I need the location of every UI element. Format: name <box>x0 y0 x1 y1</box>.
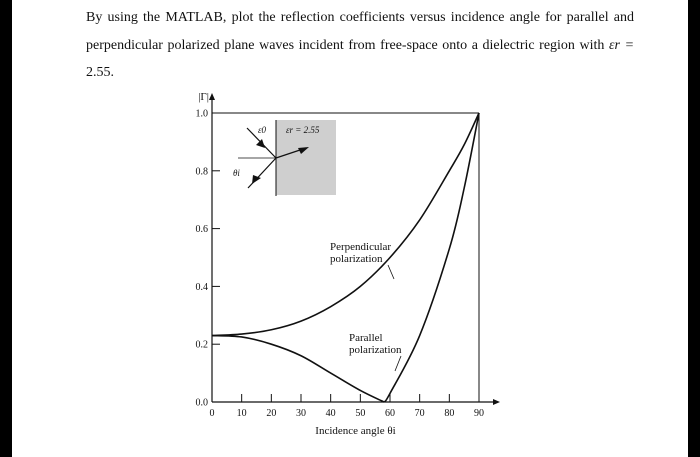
x-tick-label: 30 <box>296 408 306 419</box>
perpendicular-series-label: Perpendicular polarization <box>330 241 391 265</box>
x-tick-label: 0 <box>210 408 215 419</box>
chart-series <box>211 112 480 403</box>
x-tick-label: 20 <box>266 408 276 419</box>
y-axis-arrow <box>209 93 215 100</box>
perpendicular-pointer <box>387 264 395 280</box>
transmitted-arrow <box>298 147 309 154</box>
parallel-pointer <box>394 355 402 372</box>
question-text: By using the MATLAB, plot the reflection… <box>86 4 634 87</box>
question-body: By using the MATLAB, plot the reflection… <box>86 10 634 53</box>
incident-arrow <box>256 139 265 148</box>
left-border <box>0 0 12 457</box>
epsilon-symbol: εr = <box>609 37 635 53</box>
parallel-series-label: Parallel polarization <box>349 332 402 356</box>
y-tick-label: 0.8 <box>196 166 209 177</box>
epsr-label: εr = 2.55 <box>286 125 320 135</box>
y-tick-label: 0.2 <box>196 340 209 351</box>
epsilon-value: 2.55. <box>86 65 114 80</box>
x-tick-label: 70 <box>415 408 425 419</box>
x-tick-label: 90 <box>474 408 484 419</box>
y-tick-label: 0.6 <box>196 224 209 235</box>
y-tick-label: 0.0 <box>196 398 209 409</box>
eps0-label: ε0 <box>258 125 267 135</box>
y-tick-label: 1.0 <box>196 109 209 120</box>
dielectric-region <box>276 120 336 195</box>
theta-label: θi <box>233 168 240 178</box>
x-tick-label: 40 <box>326 408 336 419</box>
x-axis-arrow <box>493 399 500 405</box>
reflected-arrow <box>252 175 261 184</box>
x-tick-label: 60 <box>385 408 395 419</box>
series-line-parallel-left <box>211 334 385 403</box>
x-axis-label: Incidence angle θi <box>315 425 395 437</box>
right-border <box>688 0 700 457</box>
x-tick-label: 80 <box>444 408 454 419</box>
y-tick-label: 0.4 <box>196 282 209 293</box>
y-axis-label: |Γ| <box>198 91 209 103</box>
chart-ticks: 0.0 0.2 0.4 0.6 0.8 1.0 |Γ| 0 10 20 30 40 50 60 70 80 90… <box>196 91 485 437</box>
chart-axes <box>209 93 500 405</box>
series-line-perpendicular <box>211 112 480 337</box>
x-tick-label: 50 <box>355 408 365 419</box>
x-tick-label: 10 <box>237 408 247 419</box>
series-line-parallel-right <box>383 112 480 403</box>
chart-inset: ε0 εr = 2.55 θi <box>233 120 336 196</box>
chart-annotations: Perpendicular polarization Parallel polariz… <box>330 241 402 372</box>
